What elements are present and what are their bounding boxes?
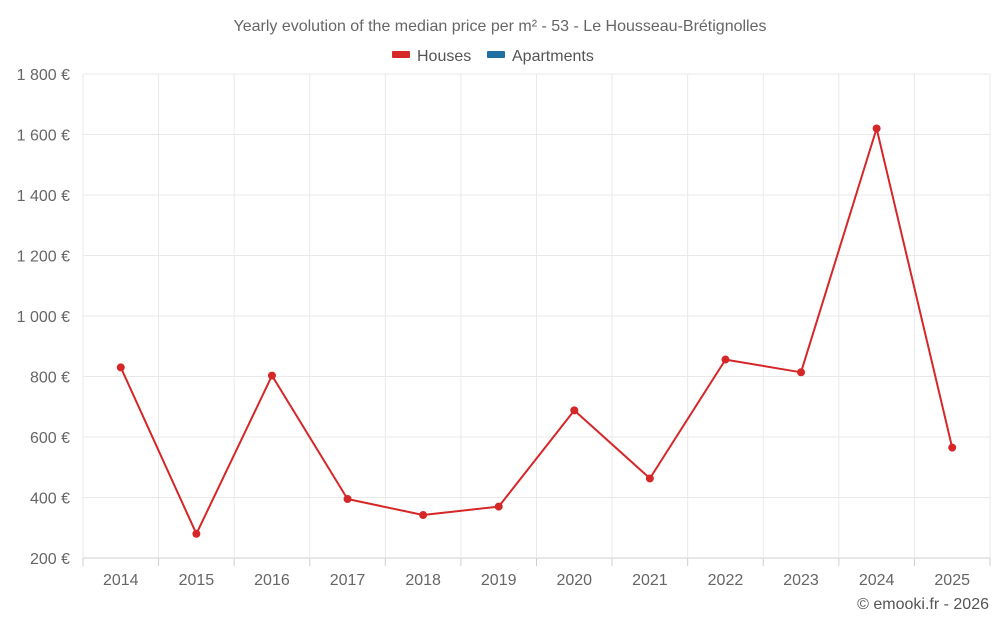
legend[interactable]: Houses Apartments bbox=[392, 48, 594, 65]
x-tick-label: 2024 bbox=[859, 572, 895, 589]
y-tick-label: 1 800 € bbox=[17, 67, 70, 84]
legend-swatch-apartments bbox=[487, 51, 505, 58]
data-point-houses[interactable] bbox=[570, 406, 579, 415]
series-line-houses bbox=[119, 127, 954, 535]
y-tick-label: 200 € bbox=[30, 551, 70, 568]
data-point-houses[interactable] bbox=[721, 355, 730, 364]
legend-label-houses: Houses bbox=[417, 48, 471, 65]
x-tick-label: 2018 bbox=[405, 572, 441, 589]
data-point-houses[interactable] bbox=[267, 371, 276, 380]
legend-swatch-houses bbox=[392, 51, 410, 58]
y-tick-label: 1 000 € bbox=[17, 309, 70, 326]
x-tick-label: 2021 bbox=[632, 572, 668, 589]
legend-label-apartments: Apartments bbox=[512, 48, 594, 65]
data-point-houses[interactable] bbox=[116, 363, 125, 372]
y-tick-label: 600 € bbox=[30, 430, 70, 447]
legend-item-apartments[interactable]: Apartments bbox=[487, 48, 594, 65]
x-axis: 2014 2015 2016 2017 2018 2019 2020 2021 2022 2023… bbox=[82, 558, 991, 589]
x-tick-label: 2022 bbox=[708, 572, 744, 589]
series-houses bbox=[116, 124, 957, 538]
y-tick-label: 1 400 € bbox=[17, 188, 70, 205]
data-point-houses[interactable] bbox=[948, 443, 957, 452]
x-tick-label: 2025 bbox=[934, 572, 970, 589]
data-point-houses[interactable] bbox=[494, 502, 503, 511]
y-tick-label: 1 200 € bbox=[17, 249, 70, 266]
x-tick-label: 2016 bbox=[254, 572, 290, 589]
y-tick-label: 800 € bbox=[30, 370, 70, 387]
x-tick-label: 2015 bbox=[179, 572, 215, 589]
data-point-houses[interactable] bbox=[872, 124, 881, 133]
data-point-houses[interactable] bbox=[645, 474, 654, 483]
x-tick-label: 2014 bbox=[103, 572, 139, 589]
credit-text: © emooki.fr - 2026 bbox=[857, 596, 989, 613]
y-axis: 200 € 400 € 600 € 800 € 1 000 € 1 200 € 1 400 … bbox=[17, 67, 70, 568]
data-point-houses[interactable] bbox=[797, 368, 806, 377]
x-tick-label: 2023 bbox=[783, 572, 819, 589]
data-point-houses[interactable] bbox=[419, 511, 428, 520]
x-tick-label: 2020 bbox=[556, 572, 592, 589]
y-tick-label: 1 600 € bbox=[17, 128, 70, 145]
data-point-houses[interactable] bbox=[192, 529, 201, 538]
x-tick-label: 2019 bbox=[481, 572, 517, 589]
data-point-houses[interactable] bbox=[343, 495, 352, 504]
gridlines bbox=[82, 73, 991, 559]
x-tick-label: 2017 bbox=[330, 572, 366, 589]
legend-item-houses[interactable]: Houses bbox=[392, 48, 471, 65]
chart-title: Yearly evolution of the median price per… bbox=[233, 18, 766, 35]
y-tick-label: 400 € bbox=[30, 491, 70, 508]
